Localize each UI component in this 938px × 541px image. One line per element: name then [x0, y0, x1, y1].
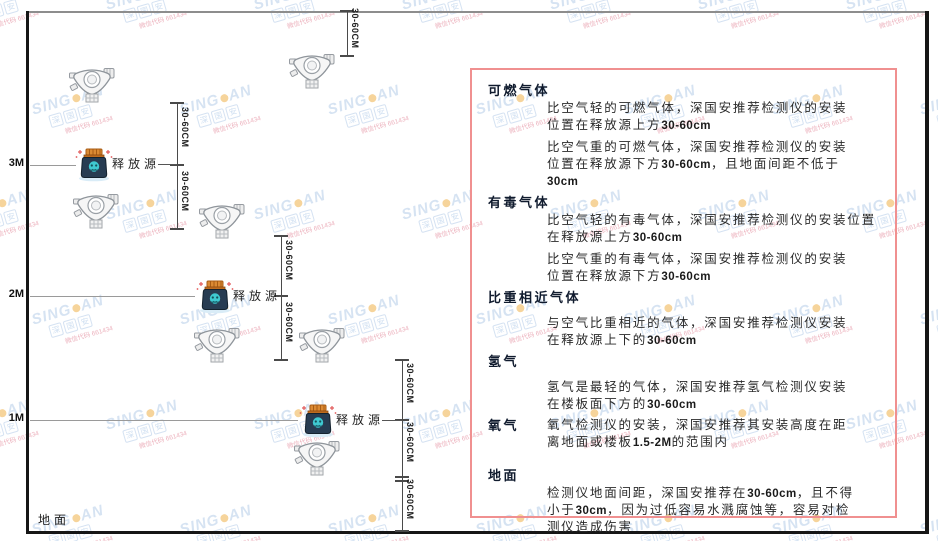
gas-detector-icon — [194, 325, 240, 368]
paragraph-line: 30cm — [547, 176, 579, 188]
paragraph-line: 位置在释放源下方30-60cm，且地面间距不低于 — [547, 157, 840, 171]
gas-detector-icon — [294, 438, 340, 481]
paragraph-line: 与空气比重相近的气体，深国安推荐检测仪安装 — [547, 316, 848, 330]
dimension-label: 30-60CM — [180, 107, 190, 148]
paragraph-line: 检测仪地面间距，深国安推荐在30-60cm，且不得 — [547, 486, 854, 500]
paragraph-line: 位置在释放源上方30-60cm — [547, 118, 711, 132]
release-source-label: 释放源 — [233, 289, 282, 303]
section-heading: 比重相近气体 — [488, 290, 582, 305]
ceiling-line — [27, 11, 928, 13]
paragraph-line: 在释放源上方30-60cm — [547, 230, 683, 244]
height-level-line — [30, 420, 298, 421]
panel-section: 比重相近气体与空气比重相近的气体，深国安推荐检测仪安装 在释放源上下的30-60c… — [488, 289, 889, 349]
section-paragraph: 比空气重的有毒气体，深国安推荐检测仪的安装 位置在释放源下方30-60cm — [547, 251, 889, 285]
height-axis-label: 1M — [8, 412, 24, 424]
section-paragraph: 比空气轻的可燃气体，深国安推荐检测仪的安装 位置在释放源上方30-60cm — [547, 100, 889, 134]
dimension-tick — [274, 235, 288, 237]
dimension-line — [281, 236, 282, 360]
section-heading: 有毒气体 — [488, 195, 551, 210]
section-paragraph: 与空气比重相近的气体，深国安推荐检测仪安装 在释放源上下的30-60cm — [547, 315, 889, 349]
dimension-label: 30-60CM — [405, 479, 415, 520]
section-paragraph: 检测仪地面间距，深国安推荐在30-60cm，且不得 小于30cm，因为过低容易水溅… — [547, 485, 889, 536]
release-source-icon — [195, 280, 235, 319]
dimension-line — [402, 360, 403, 531]
release-source-label: 释放源 — [336, 413, 385, 427]
dimension-label: 30-60CM — [405, 422, 415, 463]
panel-section: 可燃气体比空气轻的可燃气体，深国安推荐检测仪的安装 位置在释放源上方30-60cm… — [488, 82, 889, 190]
dimension-tick — [274, 295, 288, 297]
paragraph-line: 在释放源上下的30-60cm — [547, 333, 697, 347]
paragraph-line: 位置在释放源下方30-60cm — [547, 269, 711, 283]
gas-detector-icon — [199, 201, 245, 244]
section-paragraph: 比空气重的可燃气体，深国安推荐检测仪的安装 位置在释放源下方30-60cm，且地面… — [547, 139, 889, 190]
right-border-line — [925, 11, 929, 534]
dimension-tick — [395, 480, 409, 482]
dimension-label: 30-60CM — [284, 302, 294, 343]
release-source-icon — [298, 404, 338, 443]
dimension-tick — [340, 55, 354, 57]
dimension-label: 30-60CM — [405, 363, 415, 404]
dimension-tick — [170, 228, 184, 230]
ground-label: 地面 — [38, 513, 71, 527]
dimension-tick — [340, 10, 354, 12]
paragraph-line: 测仪造成伤害 — [547, 520, 633, 534]
label-connector-line — [279, 296, 281, 297]
guideline-panel-content: 可燃气体比空气轻的可燃气体，深国安推荐检测仪的安装 位置在释放源上方30-60cm… — [488, 82, 889, 536]
dimension-tick — [170, 102, 184, 104]
dimension-line — [347, 11, 348, 56]
section-heading: 氧气 — [488, 418, 520, 433]
release-source-icon — [74, 148, 114, 187]
section-paragraph: 比空气轻的有毒气体，深国安推荐检测仪的安装位置 在释放源上方30-60cm — [547, 212, 889, 246]
panel-section: 有毒气体比空气轻的有毒气体，深国安推荐检测仪的安装位置 在释放源上方30-60cm… — [488, 194, 889, 285]
height-axis-label: 3M — [8, 157, 24, 169]
paragraph-line: 比空气重的可燃气体，深国安推荐检测仪的安装 — [547, 140, 848, 154]
ground-line — [26, 531, 928, 534]
release-source-label: 释放源 — [112, 157, 161, 171]
dimension-label: 30-60CM — [180, 171, 190, 212]
paragraph-line: 比空气轻的有毒气体，深国安推荐检测仪的安装位置 — [547, 213, 876, 227]
dimension-label: 30-60CM — [284, 240, 294, 281]
section-heading: 氢气 — [488, 354, 520, 369]
dimension-tick — [395, 476, 409, 478]
dimension-line — [177, 103, 178, 229]
height-level-line — [30, 165, 76, 166]
paragraph-line: 在楼板面下方的30-60cm — [547, 397, 697, 411]
gas-detector-icon — [289, 51, 335, 94]
dimension-label: 30-60CM — [350, 8, 360, 49]
paragraph-line: 小于30cm，因为过低容易水溅腐蚀等，容易对检 — [547, 503, 851, 517]
section-heading: 可燃气体 — [488, 83, 551, 98]
dimension-tick — [395, 359, 409, 361]
panel-section: 氧气 氧气检测仪的安装，深国安推荐其安装高度在距 离地面或楼板1.5-2M的范围内 — [488, 417, 889, 451]
height-level-line — [30, 296, 195, 297]
dimension-tick — [170, 164, 184, 166]
paragraph-line: 比空气轻的可燃气体，深国安推荐检测仪的安装 — [547, 101, 848, 115]
section-heading: 地面 — [488, 468, 520, 483]
height-axis-label: 2M — [8, 288, 24, 300]
paragraph-line: 氧气检测仪的安装，深国安推荐其安装高度在距 — [547, 418, 848, 432]
paragraph-line: 氢气是最轻的气体，深国安推荐氢气检测仪安装 — [547, 380, 848, 394]
gas-detector-icon — [69, 65, 115, 108]
gas-detector-icon — [299, 325, 345, 368]
dimension-tick — [274, 359, 288, 361]
dimension-tick — [395, 530, 409, 532]
label-connector-line — [382, 420, 402, 421]
paragraph-line: 离地面或楼板1.5-2M的范围内 — [547, 435, 729, 449]
gas-detector-icon — [73, 191, 119, 234]
panel-section: 氢气氢气是最轻的气体，深国安推荐氢气检测仪安装 在楼板面下方的30-60cm — [488, 353, 889, 413]
label-connector-line — [158, 164, 177, 165]
dimension-tick — [395, 419, 409, 421]
wall-line — [26, 11, 29, 533]
section-paragraph: 氢气是最轻的气体，深国安推荐氢气检测仪安装 在楼板面下方的30-60cm — [547, 379, 889, 413]
guideline-panel: 可燃气体比空气轻的可燃气体，深国安推荐检测仪的安装 位置在释放源上方30-60cm… — [470, 68, 897, 534]
panel-section: 地面检测仪地面间距，深国安推荐在30-60cm，且不得 小于30cm，因为过低容易… — [488, 467, 889, 536]
paragraph-line: 比空气重的有毒气体，深国安推荐检测仪的安装 — [547, 252, 848, 266]
section-paragraph: 氧气检测仪的安装，深国安推荐其安装高度在距 离地面或楼板1.5-2M的范围内 — [547, 417, 889, 451]
